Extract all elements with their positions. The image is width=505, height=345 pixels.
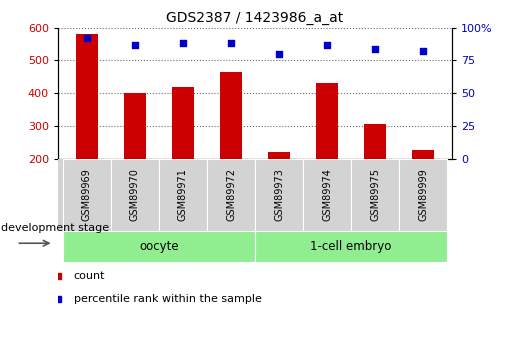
Bar	[63, 159, 111, 231]
Text: 1-cell embryo: 1-cell embryo	[311, 240, 392, 253]
Bar	[76, 34, 97, 159]
Bar	[63, 231, 255, 262]
Point	[131, 42, 139, 47]
Bar	[220, 72, 242, 159]
Title: GDS2387 / 1423986_a_at: GDS2387 / 1423986_a_at	[167, 11, 343, 25]
Point	[179, 41, 187, 46]
Text: GSM89971: GSM89971	[178, 168, 188, 221]
Text: GSM89970: GSM89970	[130, 168, 140, 221]
Bar	[255, 231, 447, 262]
Point	[227, 41, 235, 46]
Bar	[316, 83, 338, 159]
Text: GSM89975: GSM89975	[370, 168, 380, 221]
Bar	[124, 93, 146, 159]
Bar	[303, 159, 351, 231]
Bar	[255, 159, 303, 231]
Point	[275, 51, 283, 57]
Point	[371, 46, 379, 51]
Bar	[172, 87, 194, 159]
Bar	[268, 152, 290, 159]
Text: GSM89972: GSM89972	[226, 168, 236, 221]
Bar	[413, 149, 434, 159]
Text: development stage: development stage	[1, 223, 109, 233]
Text: oocyte: oocyte	[139, 240, 179, 253]
Text: count: count	[74, 271, 106, 281]
Text: GSM89969: GSM89969	[82, 169, 92, 221]
Bar	[351, 159, 399, 231]
Point	[419, 48, 427, 54]
Point	[83, 35, 91, 41]
Bar	[364, 124, 386, 159]
Bar	[399, 159, 447, 231]
Point	[323, 42, 331, 47]
Bar	[207, 159, 255, 231]
Bar	[159, 159, 207, 231]
Text: GSM89999: GSM89999	[418, 169, 428, 221]
Text: GSM89973: GSM89973	[274, 168, 284, 221]
Text: GSM89974: GSM89974	[322, 168, 332, 221]
Bar	[111, 159, 159, 231]
Text: percentile rank within the sample: percentile rank within the sample	[74, 294, 262, 304]
